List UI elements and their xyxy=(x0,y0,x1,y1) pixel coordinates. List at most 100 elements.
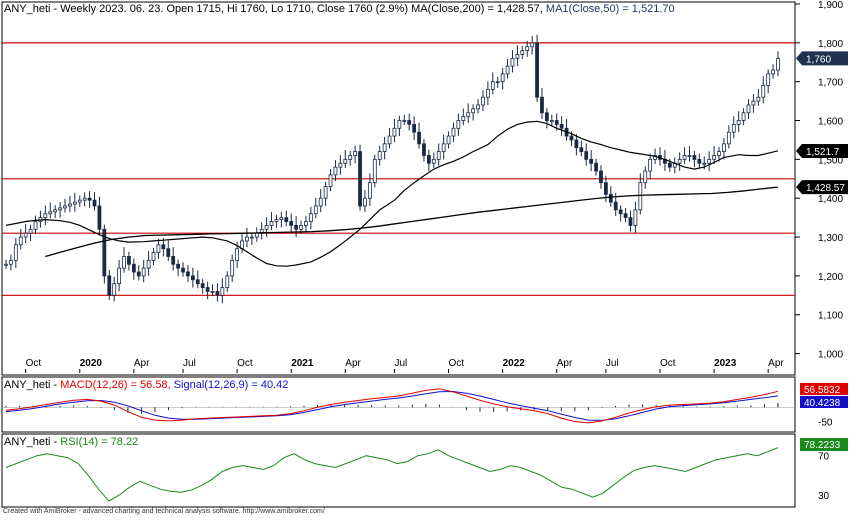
price-bar xyxy=(525,40,530,57)
price-bar xyxy=(540,87,544,119)
price-bar xyxy=(584,143,589,166)
price-bar xyxy=(304,215,308,232)
price-bar-body xyxy=(643,170,648,184)
price-bar-body xyxy=(382,143,387,152)
price-bar-body xyxy=(613,201,618,211)
price-bar-body xyxy=(13,244,18,261)
price-bar-body xyxy=(176,263,181,269)
macd-plot xyxy=(2,388,795,424)
price-bar xyxy=(756,89,761,106)
price-bar xyxy=(4,259,8,269)
price-bar xyxy=(417,122,421,149)
price-bar xyxy=(500,68,505,90)
ma200-tag-shape xyxy=(796,180,848,195)
ma50-tag-shape xyxy=(796,143,848,158)
price-bar-body xyxy=(323,186,328,199)
price-bar xyxy=(682,147,687,165)
price-bar xyxy=(28,224,33,241)
price-bar xyxy=(82,192,87,207)
price-y-tick-label: 1,800 xyxy=(818,39,843,50)
price-bar-body xyxy=(505,65,510,75)
price-bar xyxy=(372,154,377,188)
price-bar-body xyxy=(318,197,323,207)
x-tick-label: Jul xyxy=(183,358,196,369)
price-bar xyxy=(431,152,436,168)
x-tick-label: Jul xyxy=(606,358,619,369)
price-y-tick-label: 1,200 xyxy=(818,272,843,283)
price-bar-body xyxy=(269,221,274,226)
signal-line xyxy=(5,390,779,421)
price-bar-body xyxy=(476,104,480,110)
price-bar xyxy=(225,271,230,293)
price-bar xyxy=(318,188,323,213)
price-bar-body xyxy=(264,224,269,230)
macd-panel-frame xyxy=(1,376,796,433)
price-bar xyxy=(72,192,77,212)
price-bar xyxy=(161,237,166,257)
price-bar-body xyxy=(515,54,520,59)
price-bar-body xyxy=(53,209,58,213)
price-bar-body xyxy=(367,182,372,199)
price-bar-body xyxy=(574,139,579,149)
price-bar-body xyxy=(603,182,608,195)
price-bar-body xyxy=(451,127,456,137)
price-bar-body xyxy=(535,42,539,98)
price-bar-body xyxy=(136,271,141,277)
price-bar xyxy=(215,283,220,302)
price-bar xyxy=(377,145,382,166)
price-bar xyxy=(589,150,594,172)
price-bar-body xyxy=(544,112,549,121)
price-bar-body xyxy=(166,248,171,257)
price-bar-body xyxy=(751,100,756,106)
rsi-panel-header: ANY_heti - RSI(14) = 78.22 xyxy=(4,436,138,448)
price-bar xyxy=(53,205,58,219)
price-bar-body xyxy=(33,221,38,230)
price-y-tick-label: 1,900 xyxy=(818,0,843,11)
price-bar-body xyxy=(205,287,210,292)
macd-value-tag-bg xyxy=(800,383,848,395)
price-bar xyxy=(151,247,156,266)
price-bar-body xyxy=(235,248,240,261)
price-bar-body xyxy=(722,143,726,152)
price-bar-body xyxy=(171,256,176,265)
x-tick-label: 2023 xyxy=(714,358,737,369)
price-bar xyxy=(766,69,771,94)
last-close-tag: 1,760 xyxy=(796,51,848,65)
price-bar-body xyxy=(687,155,692,157)
price-bar-body xyxy=(623,213,628,219)
price-bar-body xyxy=(200,283,205,288)
price-bar xyxy=(530,35,535,55)
price-bar xyxy=(367,173,372,206)
rsi-y-tick-label: 70 xyxy=(818,452,830,463)
macd-value-tag: 56.5832 xyxy=(800,383,848,396)
price-bar xyxy=(549,114,554,126)
price-bar xyxy=(466,103,471,123)
price-bar-body xyxy=(599,170,603,184)
x-tick-label: Oct xyxy=(449,358,465,369)
price-bar-body xyxy=(608,193,613,203)
price-bar xyxy=(333,160,338,182)
price-bar xyxy=(97,196,102,236)
price-bar xyxy=(363,190,367,213)
price-bar-body xyxy=(338,162,343,168)
x-tick-label: Apr xyxy=(768,358,784,369)
price-bar xyxy=(146,251,151,276)
price-y-tick-label: 1,700 xyxy=(818,78,843,89)
rsi-value-tag-bg xyxy=(800,438,848,451)
price-y-tick-label: 1,400 xyxy=(818,194,843,205)
price-bar xyxy=(643,166,648,189)
price-bar-body xyxy=(195,279,200,285)
price-bar-body xyxy=(490,81,495,90)
price-bar xyxy=(599,165,603,189)
x-tick-label: Apr xyxy=(345,358,361,369)
price-bar xyxy=(343,150,348,168)
price-bar-body xyxy=(495,81,500,84)
price-bar xyxy=(485,81,490,105)
price-bar-body xyxy=(471,108,476,114)
price-bar xyxy=(141,259,146,283)
price-bar xyxy=(722,138,726,160)
x-tick-label: Oct xyxy=(660,358,676,369)
price-bar xyxy=(87,191,92,208)
price-bar-body xyxy=(667,162,672,168)
price-bar xyxy=(451,122,456,143)
